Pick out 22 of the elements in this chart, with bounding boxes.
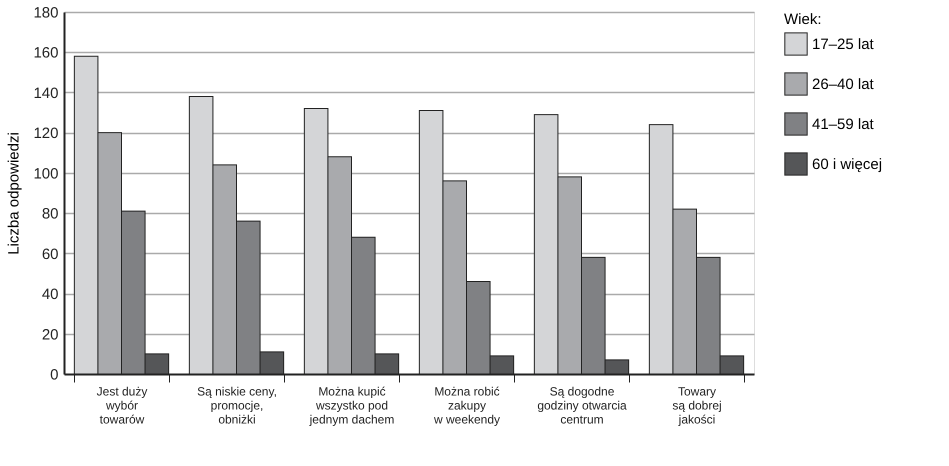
y-tick-label: 20: [42, 326, 58, 344]
y-tick-label: 40: [42, 286, 58, 304]
y-tick-label: 120: [33, 125, 58, 142]
x-tick-label: Są dogodne godziny otwarcia centrum: [537, 384, 628, 426]
y-tick-label: 60: [42, 246, 58, 263]
legend-label: 26–40 lat: [812, 76, 875, 93]
y-tick-label: 0: [50, 366, 58, 384]
x-tick-label: Jest duży wybór towarów: [96, 384, 148, 426]
y-tick-label: 140: [33, 84, 58, 102]
y-tick-label: 180: [33, 4, 58, 22]
legend-label: 17–25 lat: [812, 36, 875, 53]
x-tick-label: Są niskie ceny, promocje, obniżki: [197, 384, 277, 426]
legend-label: 41–59 lat: [812, 116, 875, 133]
y-axis-title: Liczba odpowiedzi: [5, 132, 22, 255]
legend-title: Wiek:: [784, 11, 822, 28]
y-tick-label: 80: [42, 206, 58, 223]
y-tick-label: 160: [33, 44, 58, 62]
y-tick-label: 100: [33, 165, 58, 182]
x-tick-label: Można kupić wszystko pod jednym dachem: [308, 384, 394, 426]
x-tick-label: Można robić zakupy w weekendy: [432, 384, 500, 426]
legend-label: 60 i więcej: [812, 156, 882, 173]
x-tick-label: Towary są dobrej jakości: [672, 384, 722, 426]
